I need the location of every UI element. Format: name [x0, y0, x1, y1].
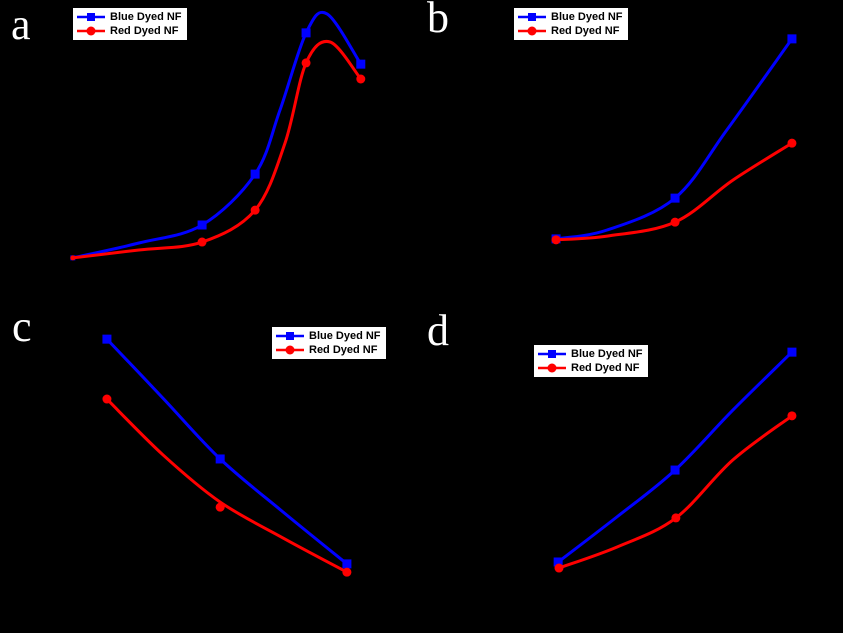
c-square-data-marker: [342, 559, 352, 569]
blue-line-square-marker-icon: [518, 13, 546, 21]
d-circle-data-marker: [671, 513, 681, 523]
c-circle-data-marker: [215, 502, 225, 512]
b-square-data-marker: [787, 34, 797, 44]
d-circle-data-marker: [554, 563, 564, 573]
c-circle-data-marker: [102, 394, 112, 404]
panel-b-label: b: [427, 0, 449, 42]
b-square-data-marker: [670, 193, 680, 203]
c-circle-data-marker: [342, 567, 352, 577]
legend-square-marker-glyph: [87, 13, 95, 21]
panel-c-label: c: [12, 302, 32, 351]
panel-b-plot: [551, 34, 797, 245]
red-line-circle-marker-icon: [538, 363, 566, 373]
legend-row-red: Red Dyed NF: [537, 361, 643, 375]
a-square-data-marker: [301, 28, 311, 38]
panel-a-legend: Blue Dyed NF Red Dyed NF: [71, 6, 189, 42]
legend-row-red: Red Dyed NF: [76, 24, 182, 38]
legend-square-marker-glyph: [548, 350, 556, 358]
a-square-data-marker: [250, 169, 260, 179]
panel-c-plot: [102, 334, 352, 577]
legend-row-blue: Blue Dyed NF: [76, 10, 182, 24]
legend-row-blue: Blue Dyed NF: [275, 329, 381, 343]
a-square-data-marker: [356, 59, 366, 69]
c-square-data-marker: [102, 334, 112, 344]
panel-d-label: d: [427, 306, 449, 355]
d-circle-data-marker: [787, 411, 797, 421]
legend-label-blue: Blue Dyed NF: [551, 11, 623, 23]
d-square-series-curve: [556, 350, 794, 564]
panel-a-label: a: [11, 0, 31, 49]
a-square-series-curve: [71, 10, 363, 260]
legend-label-red: Red Dyed NF: [309, 344, 378, 356]
legend-row-red: Red Dyed NF: [275, 343, 381, 357]
legend-circle-marker-glyph: [527, 26, 537, 36]
legend-label-blue: Blue Dyed NF: [110, 11, 182, 23]
red-line-circle-marker-icon: [276, 345, 304, 355]
d-square-data-marker: [670, 465, 680, 475]
panel-d-plot: [553, 347, 797, 573]
blue-line-square-marker-icon: [538, 350, 566, 358]
b-circle-data-marker: [551, 235, 561, 245]
d-circle-series-curve: [557, 414, 794, 570]
c-square-data-marker: [215, 454, 225, 464]
red-line-circle-marker-icon: [77, 26, 105, 36]
b-circle-data-marker: [670, 217, 680, 227]
panel-c-legend: Blue Dyed NF Red Dyed NF: [270, 325, 388, 361]
panel-d-legend: Blue Dyed NF Red Dyed NF: [532, 343, 650, 379]
panel-a-plot: [70, 10, 366, 261]
legend-square-marker-glyph: [528, 13, 536, 21]
a-circle-data-marker: [197, 237, 207, 247]
legend-label-red: Red Dyed NF: [571, 362, 640, 374]
legend-label-red: Red Dyed NF: [110, 25, 179, 37]
blue-line-square-marker-icon: [77, 13, 105, 21]
legend-circle-marker-glyph: [547, 363, 557, 373]
a-circle-series-curve: [71, 39, 363, 260]
legend-row-red: Red Dyed NF: [517, 24, 623, 38]
legend-circle-marker-glyph: [86, 26, 96, 36]
d-square-data-marker: [553, 557, 563, 567]
panel-b-legend: Blue Dyed NF Red Dyed NF: [512, 6, 630, 42]
c-square-series-curve: [105, 337, 349, 566]
d-square-data-marker: [787, 347, 797, 357]
a-circle-data-marker: [250, 205, 260, 215]
b-square-series-curve: [554, 37, 794, 241]
legend-square-marker-glyph: [286, 332, 294, 340]
a-square-data-marker: [197, 220, 207, 230]
blue-line-square-marker-icon: [276, 332, 304, 340]
a-circle-data-marker: [70, 255, 76, 261]
b-circle-data-marker: [787, 138, 797, 148]
legend-label-blue: Blue Dyed NF: [571, 348, 643, 360]
a-circle-data-marker: [301, 58, 311, 68]
legend-label-red: Red Dyed NF: [551, 25, 620, 37]
legend-row-blue: Blue Dyed NF: [537, 347, 643, 361]
legend-row-blue: Blue Dyed NF: [517, 10, 623, 24]
legend-circle-marker-glyph: [285, 345, 295, 355]
c-circle-series-curve: [105, 397, 349, 574]
a-circle-data-marker: [356, 74, 366, 84]
legend-label-blue: Blue Dyed NF: [309, 330, 381, 342]
red-line-circle-marker-icon: [518, 26, 546, 36]
